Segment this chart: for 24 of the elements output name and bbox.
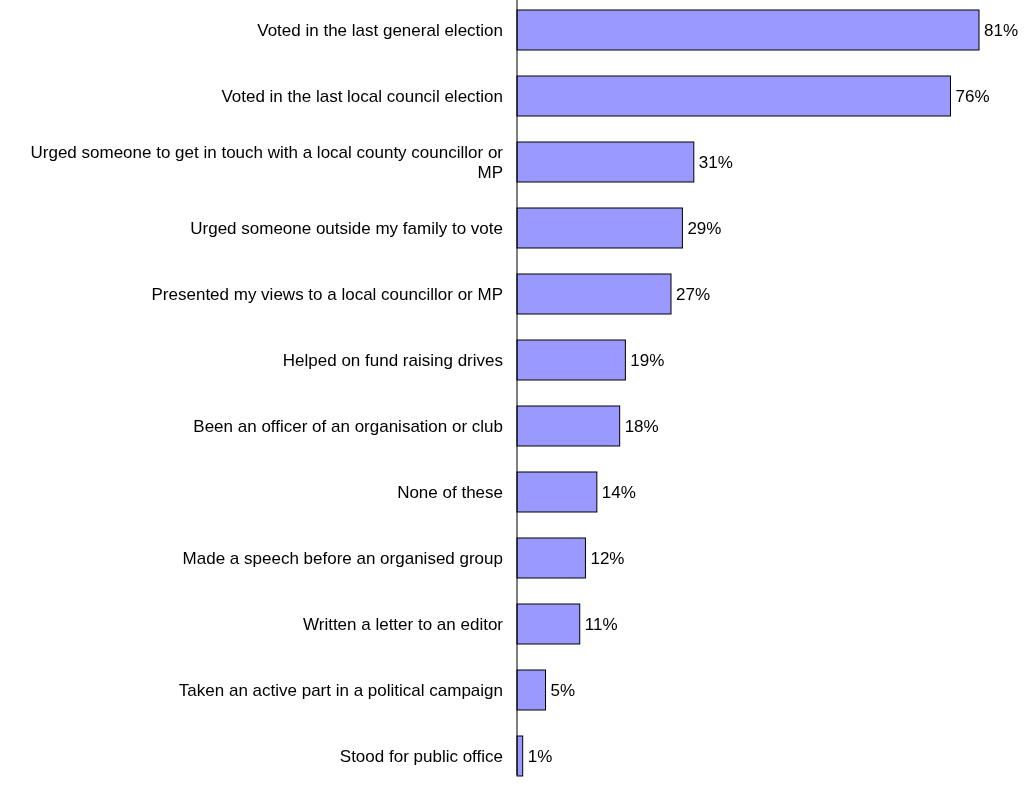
y-tick-label: Written a letter to an editor xyxy=(302,614,504,634)
data-label: 1% xyxy=(527,746,553,766)
y-tick-label: Been an officer of an organisation or club xyxy=(193,416,503,436)
data-label: 18% xyxy=(624,416,659,436)
y-tick-label: Urged someone outside my family to vote xyxy=(190,218,503,238)
y-tick-label: Urged someone to get in touch with a local county councillor or MP xyxy=(30,142,504,182)
data-label: 31% xyxy=(698,152,733,172)
data-label: 12% xyxy=(590,548,625,568)
data-label: 29% xyxy=(687,218,722,238)
y-tick-label: Made a speech before an organised group xyxy=(182,548,503,568)
y-tick-label: Presented my views to a local councillor or MP xyxy=(151,284,503,304)
data-label: 76% xyxy=(955,86,990,106)
data-label: 81% xyxy=(984,20,1019,40)
data-label: 14% xyxy=(601,482,636,502)
data-label: 19% xyxy=(630,350,665,370)
data-label: 27% xyxy=(676,284,711,304)
y-tick-label: Taken an active part in a political campaign xyxy=(178,680,503,700)
y-tick-label: Voted in the last local council election xyxy=(221,86,503,106)
y-tick-label: None of these xyxy=(397,482,503,502)
data-label: 11% xyxy=(584,614,618,634)
data-label: 5% xyxy=(550,680,576,700)
y-tick-label: Voted in the last general election xyxy=(257,20,503,40)
y-tick-label: Stood for public office xyxy=(339,746,503,766)
y-tick-label: Helped on fund raising drives xyxy=(282,350,503,370)
